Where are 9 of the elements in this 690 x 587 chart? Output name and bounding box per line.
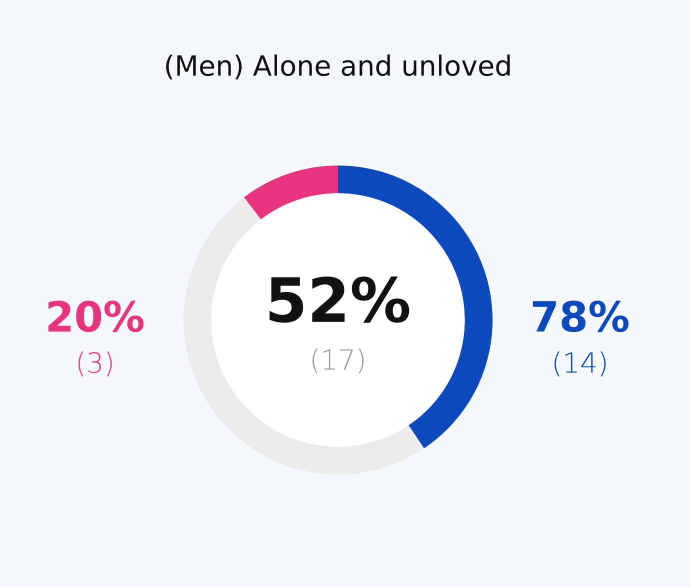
chart-title: (Men) Alone and unloved bbox=[166, 54, 510, 80]
text: 78% bbox=[532, 300, 629, 332]
donut-slice bbox=[244, 165, 338, 220]
text: (3) bbox=[78, 352, 112, 376]
text: 52% bbox=[270, 276, 410, 323]
text: (17) bbox=[312, 348, 364, 374]
text: (14) bbox=[554, 352, 606, 376]
donut-slice bbox=[183, 197, 424, 475]
text: 20% bbox=[48, 300, 144, 332]
